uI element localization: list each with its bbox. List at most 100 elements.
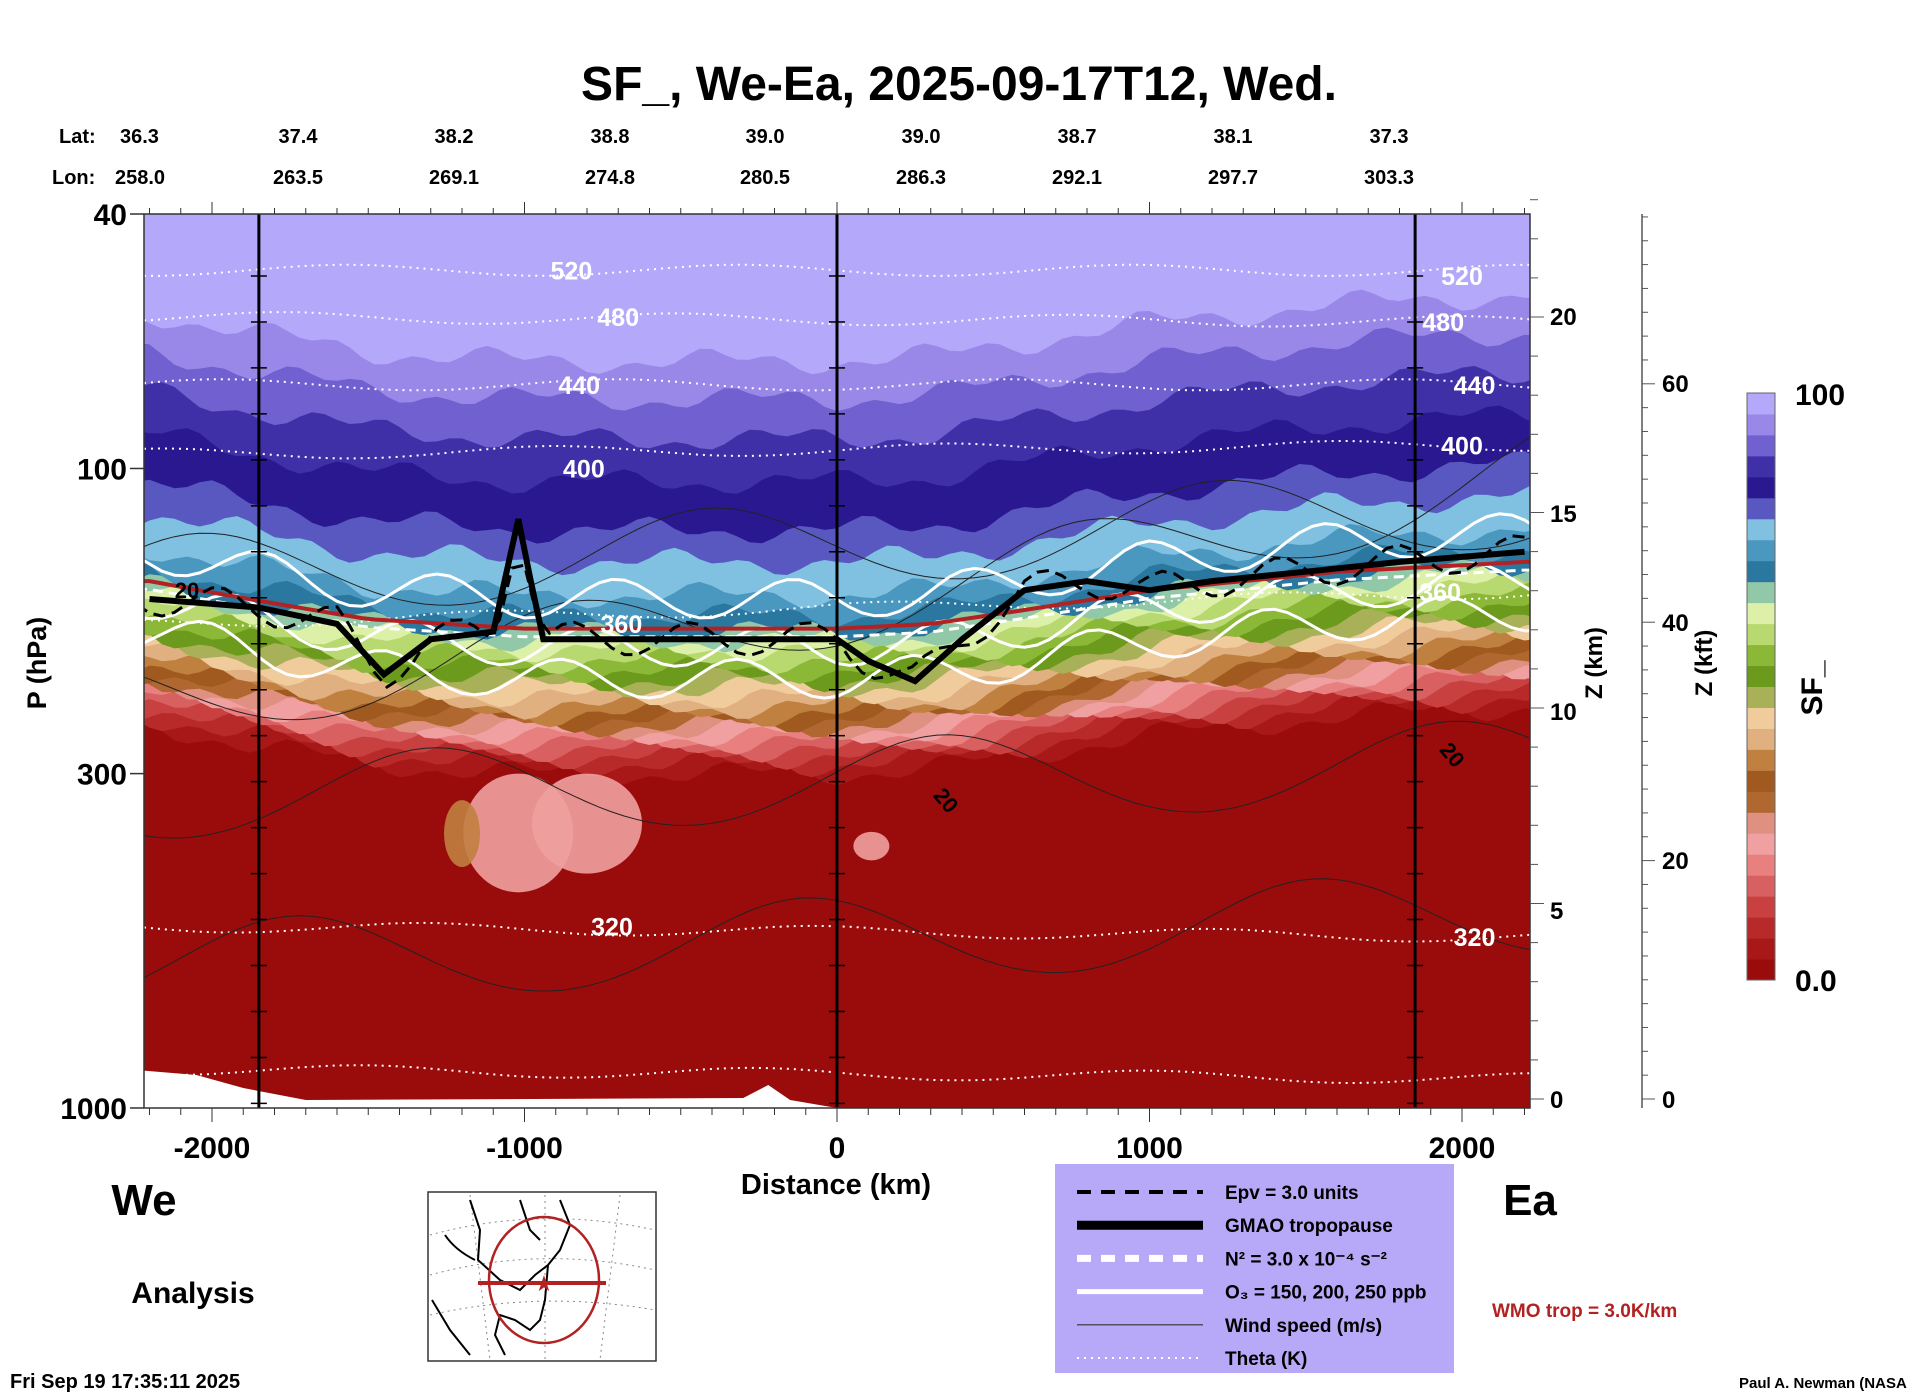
- zkft-tick-label: 0: [1662, 1087, 1675, 1114]
- lon-value: 286.3: [896, 167, 946, 189]
- zkft-tick-label: 40: [1662, 610, 1689, 637]
- lon-value: 274.8: [585, 167, 635, 189]
- colorbar-swatch: [1747, 581, 1775, 604]
- lat-value: 38.8: [591, 126, 630, 148]
- lat-lon-header: 36.3 37.4 38.2 38.8 39.0 39.0 38.7 38.1 37.3 258.…: [115, 126, 1414, 189]
- colorbar-swatch: [1747, 413, 1775, 436]
- theta-label: 400: [563, 455, 605, 483]
- axes: 40 100 300 1000 -2000 -1000 0 1000 2000 0 5 10 15 20 0…: [60, 199, 1688, 1165]
- zkm-tick-label: 10: [1550, 699, 1577, 726]
- colorbar-swatch: [1747, 623, 1775, 646]
- lon-value: 258.0: [115, 167, 165, 189]
- lat-value: 39.0: [746, 126, 785, 148]
- west-label: We: [111, 1176, 176, 1225]
- theta-label: 320: [1454, 924, 1496, 952]
- lat-value: 36.3: [120, 126, 159, 148]
- colorbar-swatch: [1747, 728, 1775, 750]
- colorbar-swatch: [1747, 602, 1775, 625]
- colorbar-swatch: [1747, 455, 1775, 478]
- legend-label: N² = 3.0 x 10⁻⁴ s⁻²: [1225, 1249, 1387, 1270]
- lon-value: 269.1: [429, 167, 479, 189]
- theta-label: 400: [1441, 432, 1483, 460]
- colorbar-swatch: [1747, 539, 1775, 562]
- zkm-tick-label: 15: [1550, 501, 1577, 528]
- zkft-tick-label: 20: [1662, 848, 1689, 875]
- lat-value: 39.0: [902, 126, 941, 148]
- theta-label: 440: [558, 372, 600, 400]
- range-circle: [487, 1215, 601, 1345]
- colorbar-swatch: [1747, 644, 1775, 667]
- colorbar-swatch: [1747, 686, 1775, 708]
- lat-value: 37.3: [1370, 126, 1409, 148]
- zkm-tick-label: 20: [1550, 304, 1577, 331]
- y-tick-label: 40: [94, 199, 127, 232]
- legend-label: Theta (K): [1225, 1349, 1307, 1370]
- colorbar-swatch: [1747, 393, 1775, 415]
- timestamp: Fri Sep 19 17:35:11 2025: [10, 1371, 240, 1393]
- theta-label: 480: [597, 304, 639, 332]
- theta-label: 480: [1422, 309, 1464, 337]
- analysis-label: Analysis: [131, 1277, 254, 1310]
- theta-label: 360: [1419, 579, 1461, 607]
- credit: Paul A. Newman (NASA: [1739, 1375, 1907, 1392]
- lat-label: Lat:: [59, 126, 96, 148]
- colorbar-swatch: [1747, 749, 1775, 771]
- x-tick-label: -2000: [174, 1132, 251, 1165]
- zkft-tick-label: 60: [1662, 371, 1689, 398]
- lon-value: 297.7: [1208, 167, 1258, 189]
- lat-value: 38.1: [1214, 126, 1253, 148]
- lon-value: 303.3: [1364, 167, 1414, 189]
- location-map-inset: ★: [427, 1191, 657, 1362]
- lon-value: 292.1: [1052, 167, 1102, 189]
- colorbar: [1746, 392, 1776, 981]
- y-axis-label: P (hPa): [22, 617, 52, 710]
- colorbar-swatch: [1747, 896, 1775, 918]
- y-tick-label: 100: [77, 453, 127, 486]
- colorbar-swatch: [1747, 434, 1775, 457]
- colorbar-title: SF_: [1796, 660, 1829, 715]
- chart-title: SF_, We-Ea, 2025-09-17T12, Wed.: [581, 58, 1337, 111]
- colorbar-swatch: [1747, 917, 1775, 939]
- terrain: [144, 1070, 837, 1108]
- y-tick-label: 1000: [60, 1093, 127, 1126]
- colorbar-swatch: [1747, 518, 1775, 541]
- colorbar-swatch: [1747, 497, 1775, 520]
- colorbar-frame: [1746, 392, 1776, 981]
- colorbar-swatch: [1747, 854, 1775, 876]
- colorbar-swatch: [1747, 770, 1775, 792]
- theta-label: 360: [601, 611, 643, 639]
- n2-contour: [144, 568, 1530, 639]
- theta-label: 320: [591, 913, 633, 941]
- wind-label: 20: [175, 578, 199, 603]
- legend-label: GMAO tropopause: [1225, 1216, 1393, 1237]
- center-star-icon: ★: [534, 1271, 554, 1296]
- zkm-tick-label: 5: [1550, 898, 1563, 925]
- lon-label: Lon:: [52, 167, 95, 189]
- sf-intrusion: [853, 831, 890, 861]
- lat-value: 38.7: [1058, 126, 1097, 148]
- lat-value: 37.4: [279, 126, 319, 148]
- colorbar-swatch: [1747, 938, 1775, 960]
- colorbar-swatch: [1747, 791, 1775, 813]
- zkm-axis-label: Z (km): [1581, 627, 1608, 699]
- colorbar-swatch: [1747, 707, 1775, 729]
- colorbar-swatch: [1747, 560, 1775, 583]
- lon-value: 280.5: [740, 167, 790, 189]
- theta-label: 440: [1454, 372, 1496, 400]
- lat-value: 38.2: [435, 126, 474, 148]
- colorbar-swatch: [1747, 476, 1775, 499]
- x-tick-label: 1000: [1116, 1132, 1183, 1165]
- sf-intrusion: [532, 773, 642, 874]
- theta-label: 520: [551, 257, 593, 285]
- x-tick-label: 2000: [1429, 1132, 1496, 1165]
- colorbar-swatch: [1747, 833, 1775, 855]
- legend: Epv = 3.0 units GMAO tropopause N² = 3.0 x…: [1055, 1164, 1454, 1373]
- colorbar-swatch: [1747, 959, 1775, 981]
- lon-value: 263.5: [273, 167, 323, 189]
- y-tick-label: 300: [77, 759, 127, 792]
- legend-label: O₃ = 150, 200, 250 ppb: [1225, 1283, 1427, 1304]
- legend-label: Epv = 3.0 units: [1225, 1183, 1359, 1204]
- colorbar-min-label: 0.0: [1795, 965, 1837, 998]
- colorbar-swatch: [1747, 812, 1775, 834]
- x-axis-label: Distance (km): [741, 1169, 931, 1201]
